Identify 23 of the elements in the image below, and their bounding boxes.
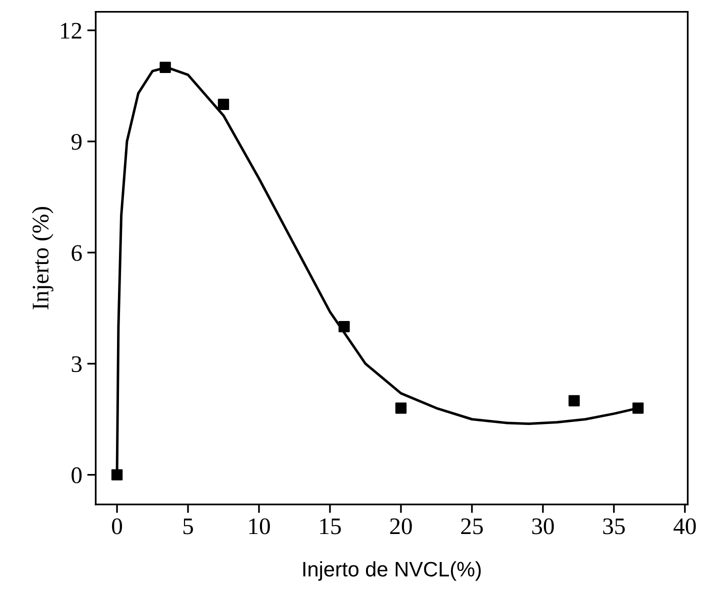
x-tick-label: 20 <box>390 518 412 534</box>
x-tick-label: 30 <box>532 518 554 534</box>
point <box>160 62 171 73</box>
y-tick-label: 3 <box>72 356 82 372</box>
point <box>338 321 350 332</box>
point <box>218 98 230 110</box>
x-tick-label: 40 <box>674 518 696 534</box>
y-tick-label: 6 <box>72 245 82 261</box>
x-axis-title: Injerto de NVCL(%) <box>303 561 481 581</box>
x-tick-label: 10 <box>249 518 270 534</box>
y-tick-label: 9 <box>71 134 82 150</box>
y-axis-title: Injerto (%) <box>32 207 54 310</box>
y-tick-label: 0 <box>72 467 82 484</box>
y-tick-label: 12 <box>60 22 82 39</box>
point <box>632 402 644 414</box>
x-tick-label: 15 <box>320 518 341 534</box>
point <box>111 469 123 480</box>
x-tick-label: 0 <box>112 518 122 534</box>
x-tick-label: 5 <box>183 518 193 534</box>
point <box>395 402 407 414</box>
point <box>568 395 580 406</box>
x-tick-label: 25 <box>461 518 483 534</box>
x-tick-label: 35 <box>603 518 625 534</box>
